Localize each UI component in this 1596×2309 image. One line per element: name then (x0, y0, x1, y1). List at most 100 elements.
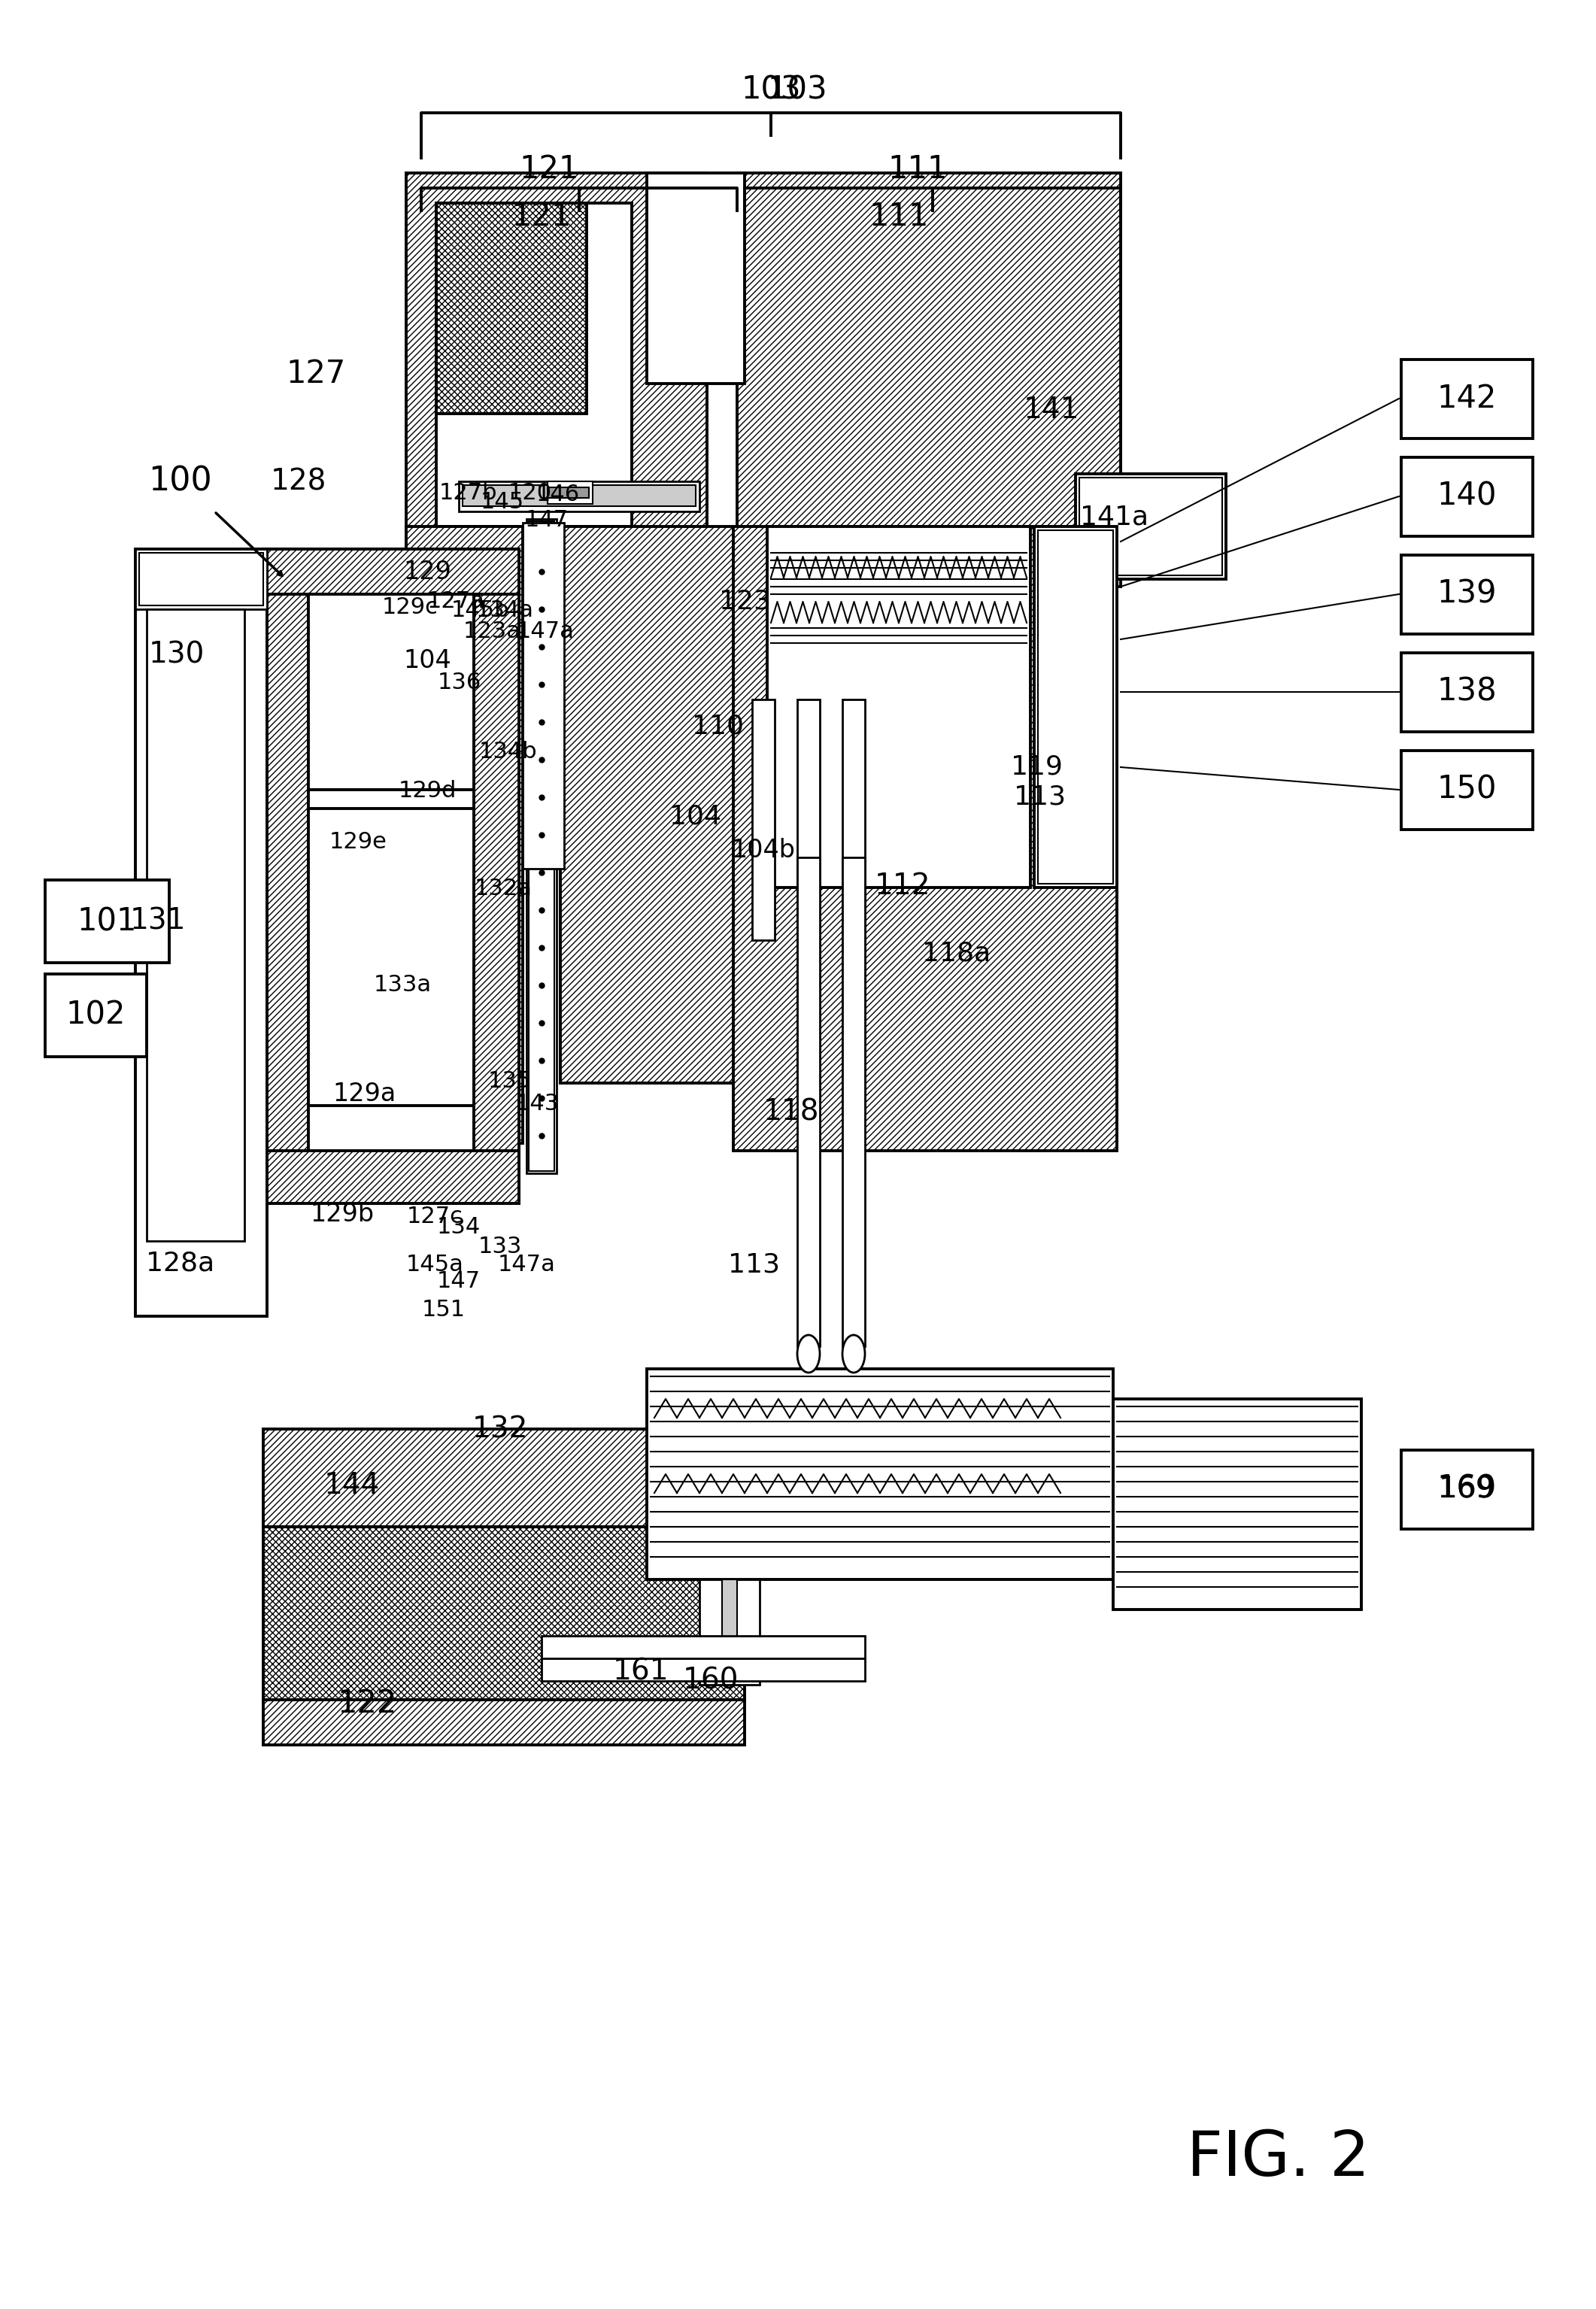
Text: FIG. 2: FIG. 2 (1187, 2129, 1369, 2189)
Bar (737, 173, 1120, 586)
Bar (263, 1699, 745, 1746)
Text: 128a: 128a (147, 1251, 215, 1277)
Text: 104b: 104b (731, 838, 795, 861)
Bar (308, 593, 474, 1106)
Text: 112: 112 (875, 873, 930, 901)
Bar (263, 550, 519, 593)
Text: 145b: 145b (450, 600, 509, 621)
Bar (1401, 360, 1532, 439)
Text: 130: 130 (148, 640, 204, 670)
Bar (405, 526, 523, 1143)
Bar (263, 1526, 745, 1699)
Bar (528, 522, 554, 1171)
Text: 142: 142 (1436, 383, 1497, 413)
Text: 169: 169 (1438, 1475, 1495, 1503)
Text: 138: 138 (1436, 677, 1497, 709)
Text: 131: 131 (129, 907, 187, 935)
Text: 110: 110 (693, 713, 744, 739)
Bar (1076, 473, 1226, 580)
Bar (560, 526, 733, 1083)
Bar (541, 1635, 865, 1658)
Bar (523, 522, 563, 868)
Text: 146: 146 (536, 485, 579, 506)
Text: 113: 113 (728, 1251, 779, 1277)
Bar (733, 526, 1117, 1150)
Bar (463, 485, 696, 506)
Text: 151: 151 (421, 1300, 466, 1321)
Text: 120: 120 (509, 483, 552, 503)
Bar (752, 700, 774, 940)
Bar (843, 700, 865, 1113)
Text: 127: 127 (286, 358, 346, 390)
Text: 147: 147 (437, 1270, 480, 1291)
Bar (1034, 526, 1117, 887)
Text: 147: 147 (525, 510, 568, 531)
Text: 127b: 127b (439, 483, 496, 503)
Text: 129a: 129a (334, 1083, 396, 1106)
Text: 139: 139 (1436, 577, 1497, 610)
Text: 129c: 129c (381, 596, 437, 619)
Text: 134b: 134b (479, 741, 538, 762)
Text: 100: 100 (148, 464, 212, 496)
Text: 132a: 132a (474, 877, 531, 901)
Text: 132: 132 (472, 1415, 528, 1443)
Text: 136: 136 (437, 672, 482, 693)
Bar (147, 610, 244, 1240)
Text: 119: 119 (1010, 755, 1063, 780)
Text: 104: 104 (670, 804, 721, 829)
Bar (1401, 750, 1532, 829)
Text: 147a: 147a (517, 621, 575, 642)
Text: 129e: 129e (329, 831, 386, 854)
Bar (308, 790, 474, 808)
Text: 122: 122 (337, 1688, 397, 1720)
Bar (436, 203, 632, 526)
Text: 140: 140 (1436, 480, 1497, 513)
Text: 123: 123 (718, 589, 771, 614)
Text: 169: 169 (1436, 1473, 1497, 1505)
Bar (1037, 531, 1112, 884)
Text: 144: 144 (324, 1471, 380, 1501)
Bar (541, 1658, 865, 1681)
Text: 123a: 123a (463, 621, 520, 642)
Bar (699, 1579, 760, 1686)
Bar (263, 1429, 745, 1526)
Text: 145: 145 (480, 492, 523, 513)
Text: 129d: 129d (397, 780, 456, 801)
Bar (45, 974, 147, 1058)
Text: 129: 129 (404, 559, 452, 584)
Bar (798, 700, 820, 1099)
Bar (45, 880, 169, 963)
Text: 133a: 133a (373, 974, 431, 995)
Bar (768, 526, 1031, 887)
Text: 103: 103 (741, 74, 801, 106)
Text: 133: 133 (479, 1235, 522, 1258)
Text: 118: 118 (763, 1097, 819, 1127)
Bar (1401, 653, 1532, 732)
Bar (1401, 1450, 1532, 1529)
Text: 160: 160 (683, 1667, 739, 1695)
Bar (1401, 554, 1532, 635)
Bar (1079, 478, 1223, 575)
Text: 121: 121 (519, 152, 579, 185)
Text: 104: 104 (404, 649, 452, 672)
Text: 103: 103 (768, 74, 827, 106)
Text: 111: 111 (868, 201, 929, 233)
Bar (646, 1369, 1112, 1579)
Bar (139, 552, 263, 605)
Bar (458, 480, 699, 510)
Text: 141a: 141a (1080, 506, 1149, 531)
Text: 111: 111 (887, 152, 948, 185)
Bar (263, 550, 519, 1203)
Bar (721, 1579, 737, 1676)
Text: 127a: 127a (426, 591, 485, 612)
Text: 147a: 147a (498, 1254, 555, 1277)
Text: 150: 150 (1436, 774, 1497, 806)
Text: 102: 102 (65, 1000, 126, 1032)
Bar (405, 173, 707, 573)
Bar (1401, 457, 1532, 536)
Ellipse shape (798, 1335, 820, 1372)
Text: 113: 113 (1013, 785, 1066, 810)
Text: 101: 101 (77, 905, 137, 937)
Bar (547, 480, 592, 503)
Text: 135: 135 (488, 1071, 531, 1092)
